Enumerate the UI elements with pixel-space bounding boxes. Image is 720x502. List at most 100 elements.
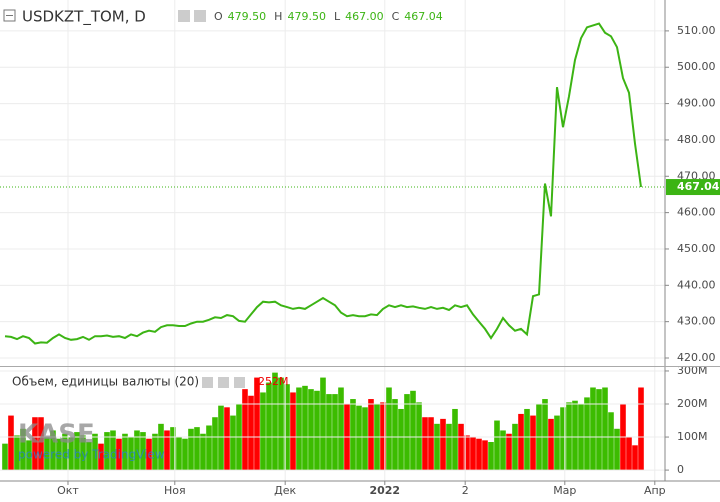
symbol-title: USDKZT_TOM, D [22, 8, 146, 27]
volume-bar [632, 445, 638, 471]
x-tick-label: Мар [553, 484, 576, 497]
volume-bar [68, 437, 74, 471]
volume-bar [44, 437, 50, 471]
collapse-button[interactable] [3, 9, 16, 22]
ohlc-name: C [392, 10, 400, 23]
y-tick-label: 480.00 [677, 133, 716, 146]
ohlc-name: H [274, 10, 282, 23]
volume-bar [410, 390, 416, 471]
volume-bar [380, 402, 386, 471]
volume-bar [26, 440, 32, 471]
last-price-box [666, 179, 720, 196]
volume-bar [194, 427, 200, 471]
volume-bar [368, 399, 374, 471]
volume-bar [230, 415, 236, 471]
volume-bar [302, 385, 308, 471]
settings-icon[interactable] [202, 377, 213, 388]
volume-bar [470, 437, 476, 471]
volume-bar [542, 399, 548, 471]
ohlc-value: 467.04 [404, 10, 443, 23]
x-tick-label: Окт [57, 484, 79, 497]
volume-bar [506, 433, 512, 471]
price-line [4, 22, 642, 345]
y-tick-label: 200M [677, 397, 708, 410]
settings-icon[interactable] [218, 377, 229, 388]
volume-bar [488, 442, 494, 471]
volume-bar [50, 430, 56, 471]
volume-title: Объем, единицы валюты (20) [12, 375, 199, 389]
volume-bar [128, 437, 134, 471]
y-tick-label: 440.00 [677, 278, 716, 291]
volume-bar [272, 372, 278, 471]
volume-bar [572, 400, 578, 471]
volume-bar [296, 387, 302, 471]
ohlc-name: O [214, 10, 223, 23]
volume-bar [248, 395, 254, 471]
volume-bar [116, 438, 122, 471]
volume-bar [8, 415, 14, 471]
volume-bar [554, 415, 560, 471]
y-tick-label: 420.00 [677, 351, 716, 364]
volume-bar [152, 433, 158, 471]
volume-bar [560, 407, 566, 471]
y-tick-label: 0 [677, 463, 684, 476]
volume-bar [386, 387, 392, 471]
y-tick-label: 450.00 [677, 242, 716, 255]
volume-bar [38, 417, 44, 471]
volume-bar [596, 389, 602, 471]
volume-annotation: 252M [258, 375, 289, 388]
watermark: KASE [18, 420, 95, 450]
volume-bar [104, 432, 110, 471]
volume-bar [548, 418, 554, 471]
settings-icon[interactable] [194, 10, 206, 22]
volume-bar [140, 432, 146, 471]
volume-bar [356, 405, 362, 471]
y-tick-label: 300M [677, 364, 708, 377]
volume-bar [188, 428, 194, 471]
volume-bar [494, 420, 500, 471]
volume-bar [626, 437, 632, 471]
volume-bar [584, 397, 590, 471]
y-tick-label: 470.00 [677, 169, 716, 182]
volume-bar [452, 408, 458, 471]
x-tick-label: 2022 [369, 484, 400, 497]
volume-bar [224, 407, 230, 471]
x-tick-label: Дек [274, 484, 296, 497]
volume-bar [284, 384, 290, 471]
volume-bar [158, 423, 164, 471]
settings-icon[interactable] [178, 10, 190, 22]
volume-bar [422, 417, 428, 471]
volume-bar [98, 443, 104, 471]
y-tick-label: 500.00 [677, 60, 716, 73]
volume-bar [512, 423, 518, 471]
x-tick-label: Апр [644, 484, 666, 497]
volume-bar [80, 435, 86, 471]
y-tick-label: 490.00 [677, 97, 716, 110]
volume-bar [434, 423, 440, 471]
volume-bar [200, 433, 206, 471]
volume-bar [212, 417, 218, 471]
volume-bar [254, 377, 260, 471]
volume-bar [446, 423, 452, 471]
volume-bar [392, 399, 398, 471]
volume-bar [110, 430, 116, 471]
volume-bar [464, 435, 470, 471]
volume-bar [206, 425, 212, 471]
volume-bar [308, 389, 314, 471]
volume-bar [524, 408, 530, 471]
volume-bar [170, 427, 176, 471]
volume-bar [530, 415, 536, 471]
volume-bar [638, 387, 644, 471]
volume-bar [458, 423, 464, 471]
ohlc-value: 479.50 [287, 10, 326, 23]
volume-bar [476, 438, 482, 471]
volume-bar [32, 417, 38, 471]
ohlc-name: L [334, 10, 341, 23]
volume-bar [500, 430, 506, 471]
volume-bar [134, 430, 140, 471]
settings-icon[interactable] [234, 377, 245, 388]
volume-bar [176, 437, 182, 471]
volume-bar [242, 389, 248, 471]
x-tick-label: Ноя [164, 484, 186, 497]
volume-bar [608, 412, 614, 471]
